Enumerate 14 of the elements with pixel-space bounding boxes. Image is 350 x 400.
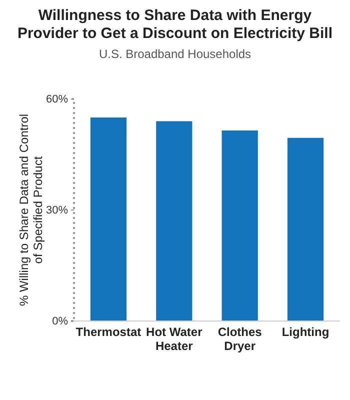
y-tick-label: 0% [52,316,68,328]
x-tick-label: Clothes Dryer [218,325,262,353]
x-tick-label: Thermostat [76,325,142,339]
chart-subtitle: U.S. Broadband Households [98,47,252,61]
bar [287,138,324,321]
x-tick-label: Hot Water Heater [146,325,203,353]
bar [90,118,127,321]
y-tick-label: 30% [46,204,68,217]
y-tick-label: 60% [46,94,68,106]
chart-title: Willingness to Share Data with Energy Provider to Get a Discount on Electricity Bill [17,7,333,42]
x-tick-label: Lighting [282,325,330,339]
bar [222,130,258,321]
y-axis-title: % Willing to Share Data and Control of Specified Product [17,114,45,306]
bar [156,121,192,321]
